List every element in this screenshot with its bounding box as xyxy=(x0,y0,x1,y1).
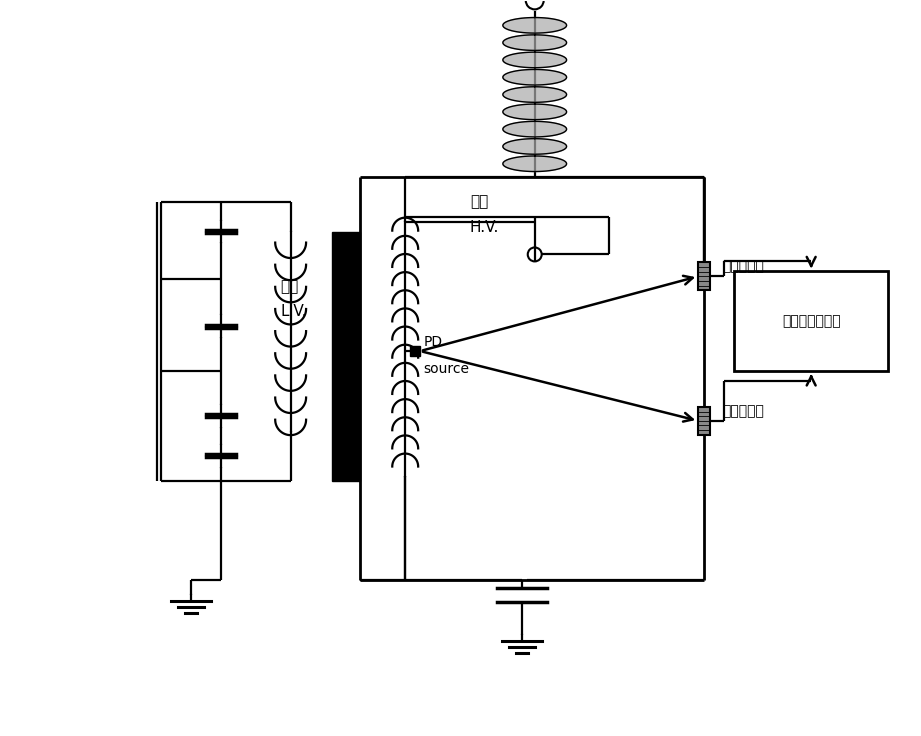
Polygon shape xyxy=(503,138,566,155)
Text: source: source xyxy=(423,362,469,376)
Text: 超声传感器: 超声传感器 xyxy=(722,259,764,273)
Bar xyxy=(410,346,420,356)
Text: L.V.: L.V. xyxy=(281,304,308,319)
Polygon shape xyxy=(503,69,566,85)
Bar xyxy=(698,263,710,290)
Polygon shape xyxy=(503,52,566,68)
Text: 局部放电巡检仪: 局部放电巡检仪 xyxy=(782,314,841,328)
Polygon shape xyxy=(503,87,566,102)
Bar xyxy=(332,232,360,481)
Polygon shape xyxy=(503,35,566,50)
Text: 低压: 低压 xyxy=(281,279,299,294)
Bar xyxy=(734,272,889,371)
Text: 高压: 高压 xyxy=(470,194,488,210)
Polygon shape xyxy=(503,18,566,33)
Text: H.V.: H.V. xyxy=(470,219,499,235)
Text: PD: PD xyxy=(423,335,442,349)
Polygon shape xyxy=(503,156,566,171)
Polygon shape xyxy=(503,121,566,137)
Bar xyxy=(698,407,710,435)
Text: 超声传感器: 超声传感器 xyxy=(722,404,764,418)
Polygon shape xyxy=(503,104,566,120)
